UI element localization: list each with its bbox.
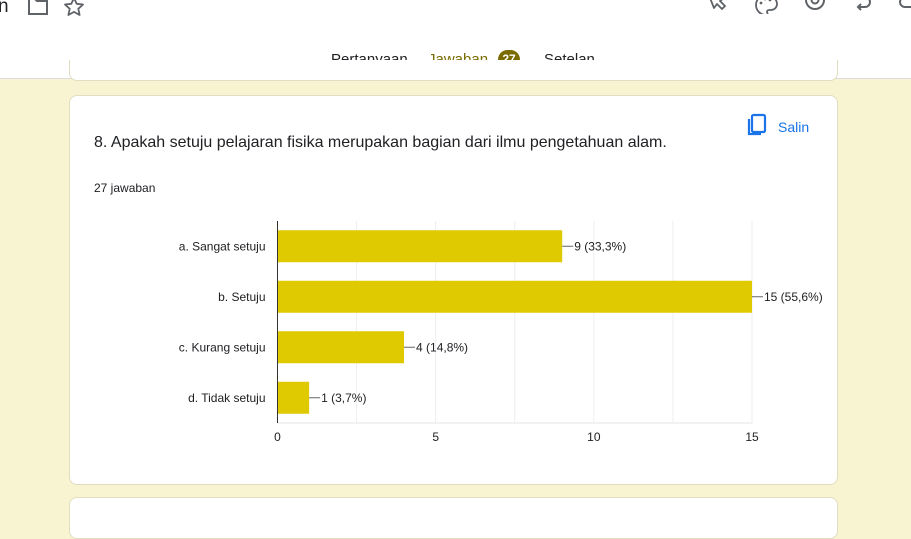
bar-4 (278, 382, 310, 414)
bar-1 (278, 230, 563, 262)
category-label: c. Kurang setuju (179, 340, 266, 354)
category-label: b. Setuju (218, 290, 265, 304)
x-tick-label: 5 (432, 430, 439, 444)
x-tick-label: 10 (587, 430, 601, 444)
bar-2 (278, 281, 753, 313)
responses-bar-chart: a. Sangat setuju 9 (33,3%) b. Setuju 15 (55… (70, 96, 837, 484)
category-label: d. Tidak setuju (188, 391, 265, 405)
category-label: a. Sangat setuju (179, 239, 266, 253)
data-label: 1 (3,7%) (321, 391, 366, 405)
data-label: 4 (14,8%) (416, 340, 468, 354)
data-label: 9 (33,3%) (574, 239, 626, 253)
previous-question-card (69, 60, 838, 81)
x-tick-label: 15 (745, 430, 759, 444)
x-tick-label: 0 (274, 430, 281, 444)
question-summary-card: 8. Apakah setuju pelajaran fisika merupa… (69, 95, 838, 485)
data-label: 15 (55,6%) (764, 290, 823, 304)
bar-3 (278, 331, 405, 363)
next-question-card (69, 497, 838, 539)
